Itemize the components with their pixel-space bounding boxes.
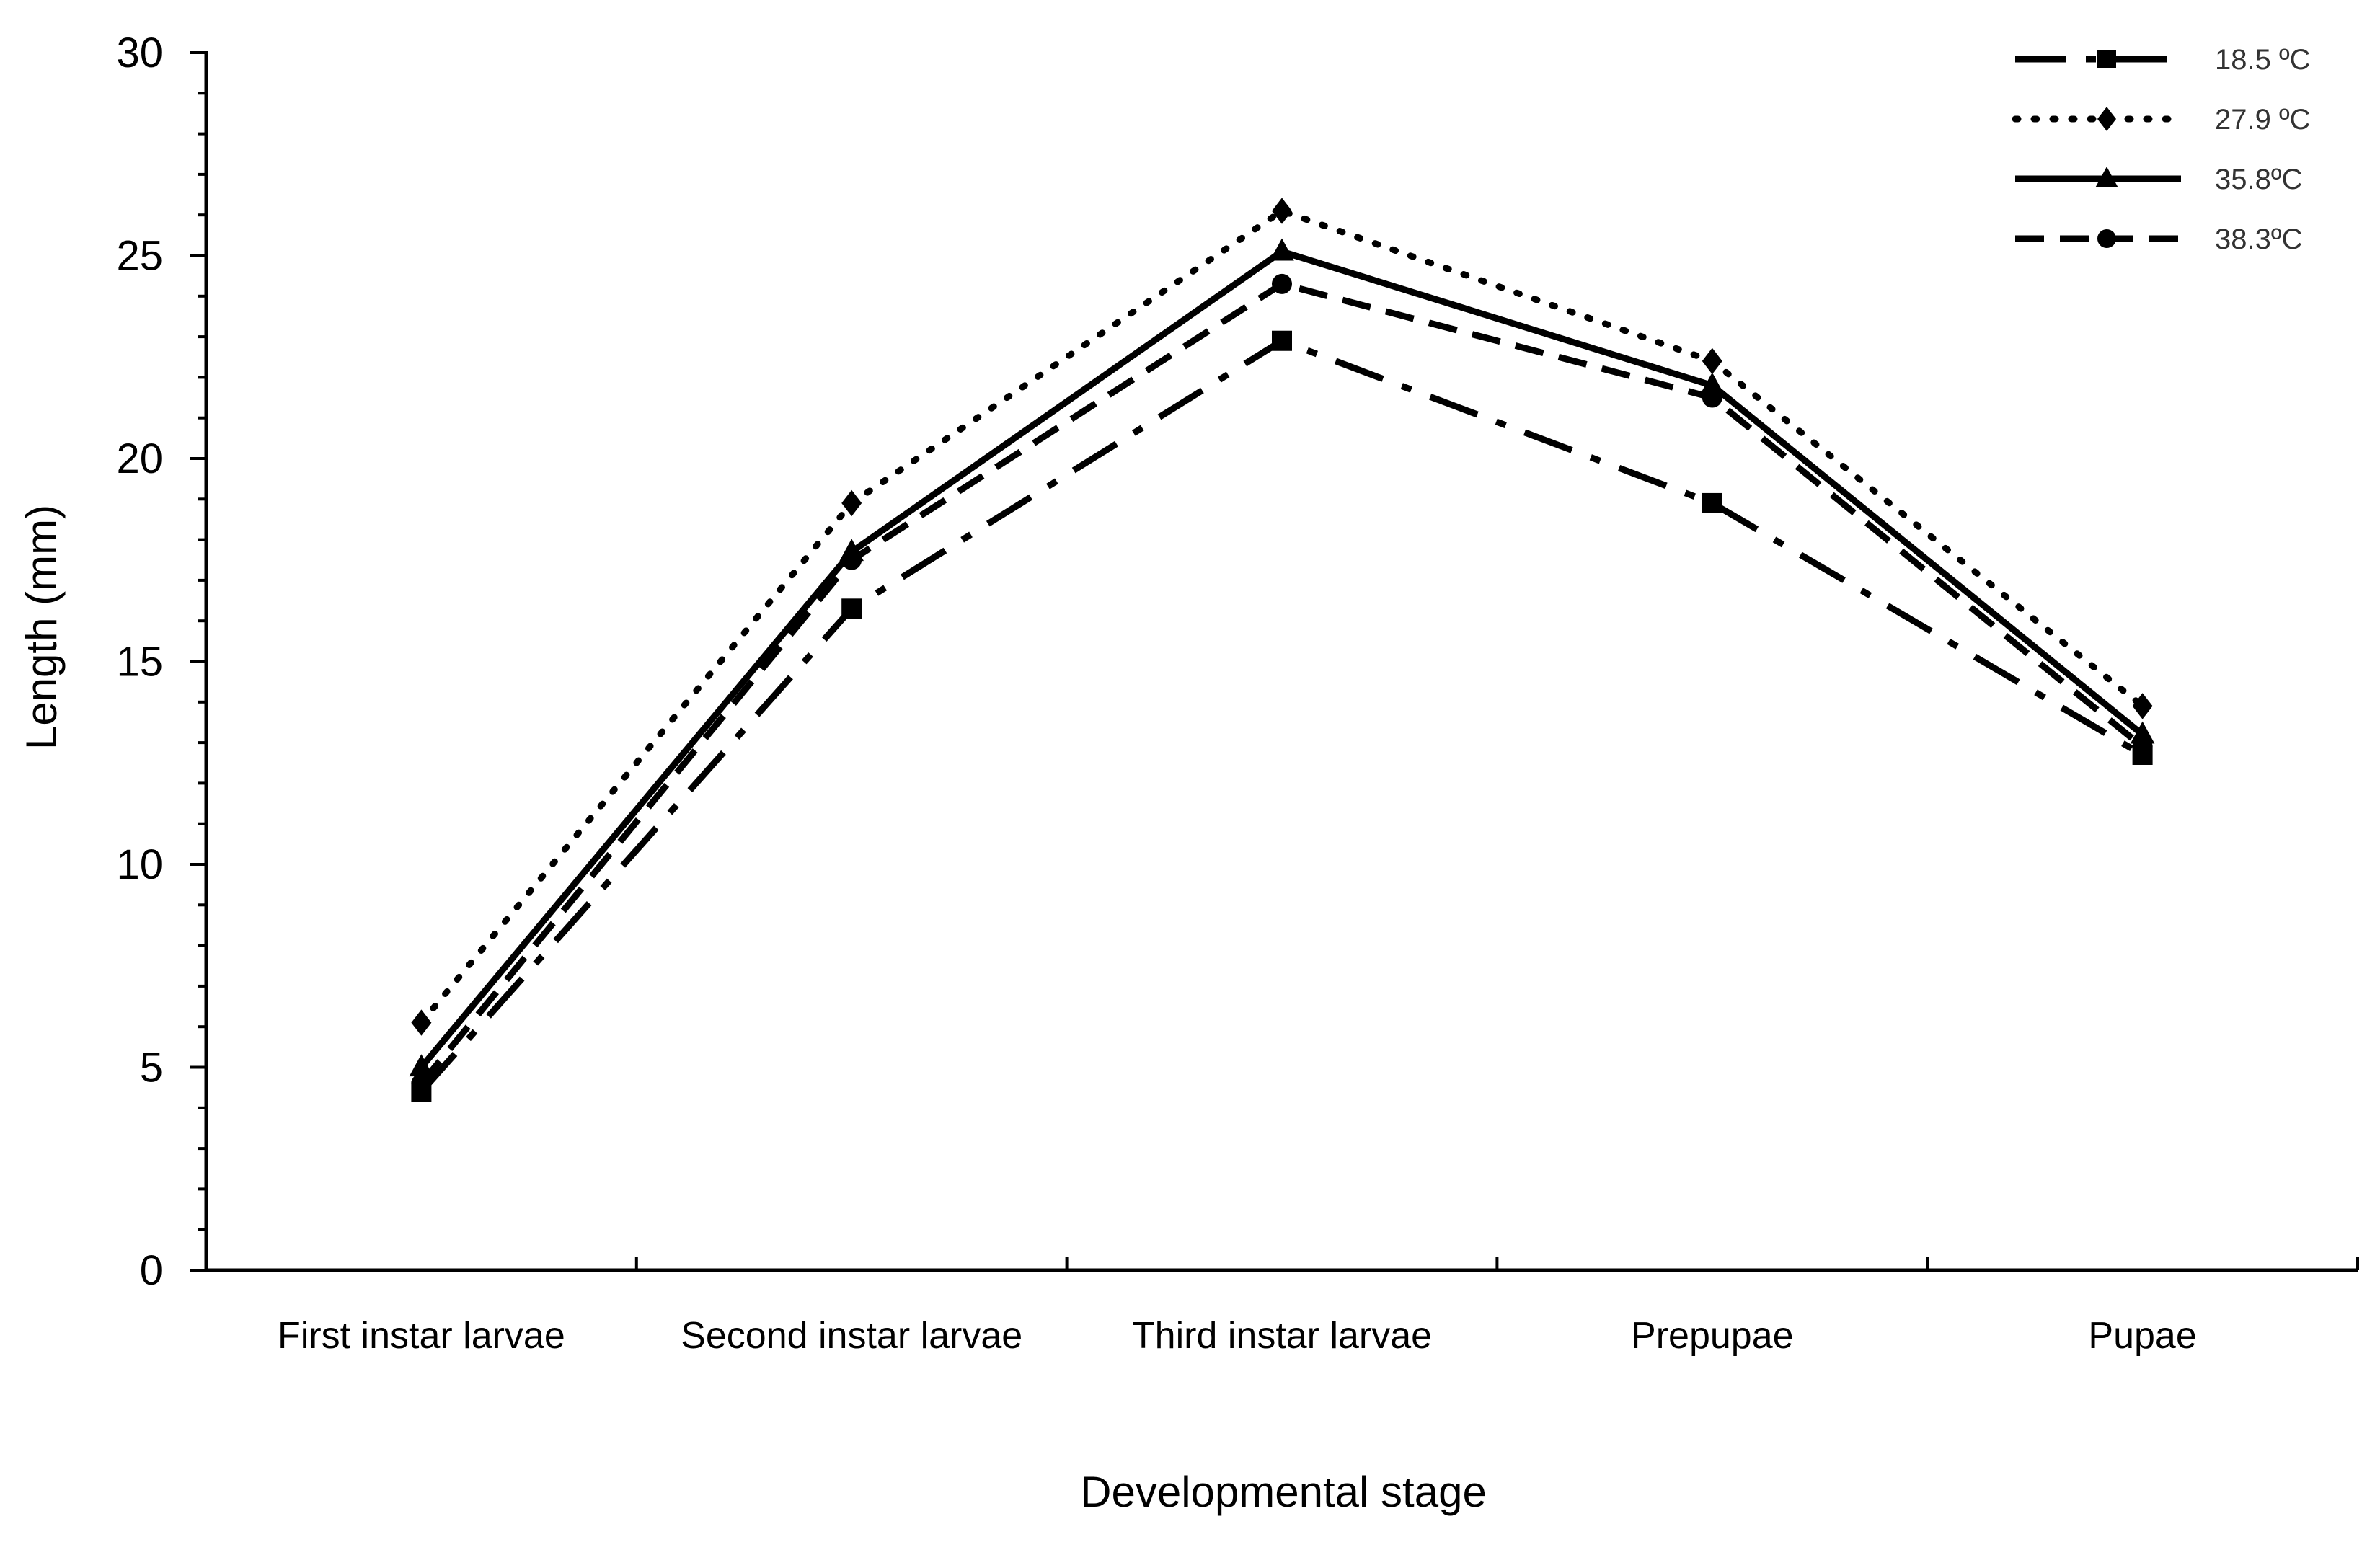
legend-label: 27.9 ºC	[2215, 104, 2310, 136]
data-point	[1702, 387, 1722, 408]
data-point	[841, 598, 862, 619]
y-tick-label: 10	[116, 841, 163, 888]
data-point	[411, 1009, 432, 1036]
data-point	[1702, 492, 1722, 513]
data-point	[1700, 372, 1725, 395]
data-point	[409, 1054, 434, 1077]
y-tick-label: 5	[140, 1045, 163, 1091]
data-point	[1270, 238, 1294, 261]
series-group	[409, 198, 2155, 1102]
series-line	[418, 248, 2145, 1070]
y-tick-label: 20	[116, 435, 163, 482]
legend-entry: 38.3ºC	[2015, 223, 2302, 255]
legend-entry: 27.9 ºC	[2012, 104, 2310, 136]
y-axis-title: Length (mm)	[17, 505, 66, 750]
legend-label: 38.3ºC	[2215, 223, 2302, 255]
legend-label: 18.5 ºC	[2215, 44, 2310, 76]
series-line	[419, 337, 2144, 1094]
y-tick-label: 30	[116, 30, 163, 76]
data-point	[841, 549, 862, 570]
y-tick-label: 25	[116, 233, 163, 280]
legend: 18.5 ºC 27.9 ºC 35.8ºC 38.3ºC	[2012, 44, 2310, 255]
series-2	[411, 198, 2153, 1036]
x-axis-title: Developmental stage	[1080, 1468, 1487, 1516]
legend-marker	[2097, 229, 2116, 248]
x-tick-label: Prepupae	[1631, 1315, 1794, 1357]
x-tick-label: Pupae	[2088, 1315, 2196, 1357]
series-3	[409, 238, 2155, 1077]
x-tick-label: Third instar larvae	[1132, 1315, 1432, 1357]
data-point	[1702, 347, 1722, 375]
data-point	[2130, 721, 2155, 744]
legend-marker	[2095, 167, 2118, 187]
data-point	[1272, 330, 1292, 351]
data-point	[2132, 693, 2153, 719]
legend-marker	[2097, 107, 2116, 131]
legend-label: 35.8ºC	[2215, 164, 2302, 195]
y-axis-ticks: 0 5 10 15 20 25 30	[116, 30, 206, 1294]
axes	[204, 51, 2358, 1272]
data-point	[411, 1073, 432, 1094]
y-tick-label: 0	[140, 1247, 163, 1294]
series-4	[411, 273, 2153, 1094]
legend-marker	[2097, 50, 2116, 68]
series-line	[417, 208, 2146, 1027]
data-point	[2132, 736, 2153, 757]
legend-entry: 35.8ºC	[2015, 164, 2302, 195]
series-line	[418, 280, 2145, 1086]
x-tick-label: First instar larvae	[278, 1315, 565, 1357]
x-tick-label: Second instar larvae	[681, 1315, 1022, 1357]
x-axis-ticks: First instar larvae Second instar larvae T…	[278, 1257, 2359, 1357]
data-point	[1272, 198, 1292, 224]
data-point	[1272, 273, 1292, 294]
y-tick-label: 15	[116, 639, 163, 686]
legend-entry: 18.5 ºC	[2015, 44, 2310, 76]
data-point	[841, 489, 862, 517]
